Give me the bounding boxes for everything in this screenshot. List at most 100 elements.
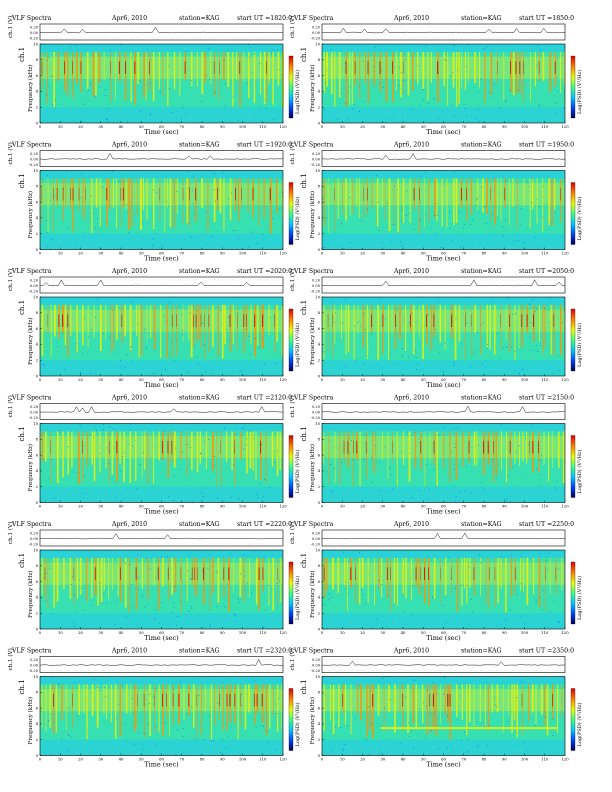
noise-speck [82,352,84,354]
noise-speck [478,745,479,747]
x-tick-label: 10 [58,630,63,635]
noise-speck [44,500,46,502]
noise-speck [198,612,200,614]
noise-speck [520,592,522,594]
sferic-core [62,187,64,201]
noise-speck [227,216,228,217]
noise-speck [61,565,62,567]
noise-speck [101,620,103,622]
noise-speck [105,95,106,96]
sferic-streak [237,684,239,740]
noise-speck [199,69,201,71]
noise-speck [168,683,170,684]
noise-speck [377,681,379,683]
sferic-streak [141,304,143,356]
sferic-streak [263,178,265,219]
sferic-streak [117,557,119,597]
strip-tick-label: -0.20 [29,163,39,167]
y-tick-label: 2 [318,358,321,363]
noise-speck [494,696,495,698]
noise-speck [226,93,228,95]
sferic-streak [106,178,108,227]
noise-speck [433,214,435,216]
noise-speck [65,603,67,604]
noise-speck [394,178,396,180]
sferic-streak [428,557,430,607]
noise-speck [206,341,207,343]
panel-9: VLF Spectra Apr6, 2010 station=KAG start UT… [7,521,301,642]
noise-speck [73,623,75,625]
noise-speck [535,345,537,346]
noise-speck [67,446,69,448]
noise-speck [47,570,48,572]
sferic-streak [110,304,111,354]
y-axis-label: Frequency (kHz) [27,317,34,365]
noise-speck [469,341,471,343]
colorbar [288,55,294,119]
noise-speck [240,70,242,71]
noise-speck [50,75,52,77]
noise-speck [328,65,330,67]
noise-speck [282,192,283,193]
noise-speck [427,498,429,500]
noise-speck [506,297,508,299]
sferic-core [493,440,494,454]
noise-speck [326,69,328,71]
noise-speck [345,611,347,613]
noise-speck [105,611,107,613]
noise-speck [232,371,233,373]
noise-speck [274,566,276,567]
y-tick-label: 0 [36,753,39,758]
noise-speck [322,623,323,625]
noise-speck [554,95,555,96]
sferic-core [58,314,60,327]
sferic-streak [222,684,224,731]
noise-speck [477,91,479,93]
y-axis-label: Frequency (kHz) [27,64,34,112]
sferic-core [254,314,256,327]
sferic-streak [41,431,43,462]
noise-speck [367,355,369,357]
noise-speck [540,454,542,456]
x-tick-label: 90 [502,124,507,129]
noise-speck [497,702,499,703]
noise-speck [120,310,122,311]
noise-speck [185,51,187,52]
sferic-streak [268,557,270,606]
sferic-core [509,314,510,327]
noise-speck [324,603,326,605]
noise-speck [516,697,518,698]
noise-speck [530,191,531,193]
noise-speck [207,568,209,569]
noise-speck [425,355,427,357]
noise-speck [466,466,468,467]
sferic-streak [111,431,114,475]
noise-speck [127,564,129,566]
sferic-streak [417,51,419,85]
sferic-streak [273,684,274,718]
noise-speck [120,367,122,369]
noise-speck [213,346,215,348]
noise-speck [482,488,484,490]
noise-speck [271,574,272,576]
sferic-streak [391,304,393,335]
noise-speck [528,350,530,351]
noise-speck [161,601,162,603]
noise-speck [368,573,369,575]
noise-speck [202,322,203,324]
noise-speck [248,479,249,481]
noise-speck [264,609,266,611]
noise-speck [517,463,519,464]
noise-speck [435,329,436,330]
noise-speck [261,443,262,445]
noise-speck [48,720,49,722]
panel-start-ut: start UT =1820:0 [237,15,292,22]
noise-speck [379,298,381,299]
noise-speck [331,491,333,493]
noise-speck [230,622,232,624]
x-tick-label: 110 [259,251,267,256]
noise-speck [446,748,448,749]
noise-speck [50,754,52,755]
panel-start-ut: start UT =2150:0 [519,395,574,402]
noise-speck [259,482,261,484]
